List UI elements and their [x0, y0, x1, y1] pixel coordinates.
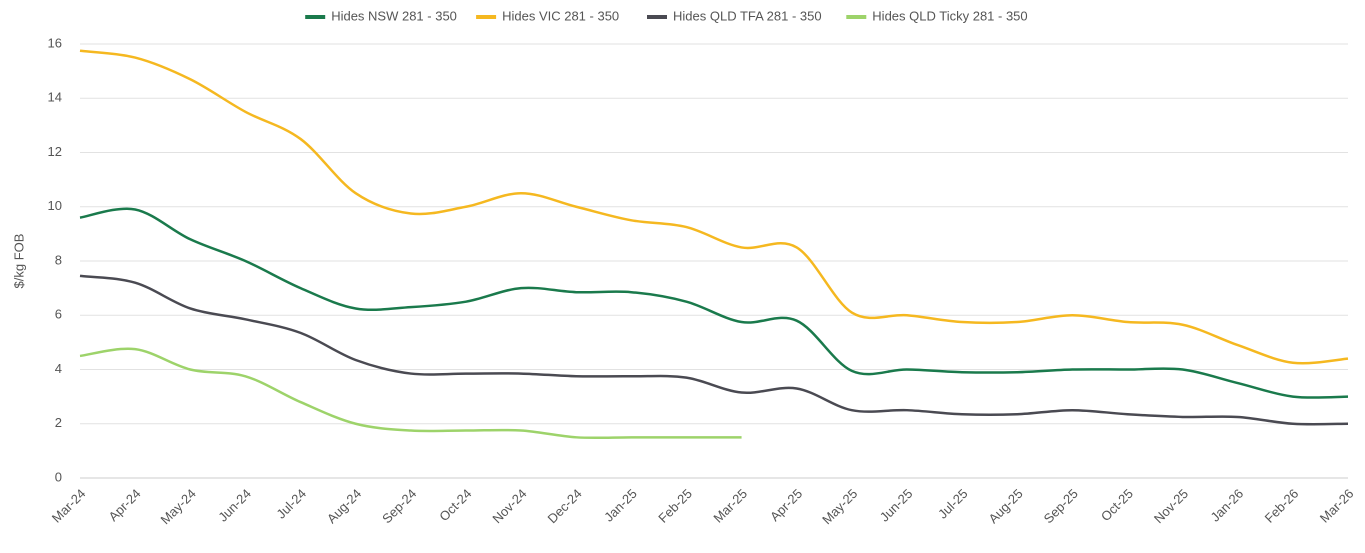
x-tick-label: Jul-25 — [935, 486, 971, 522]
y-tick-label: 2 — [55, 415, 62, 430]
x-tick-label: Aug-24 — [324, 486, 364, 526]
x-tick-label: Apr-24 — [105, 486, 143, 524]
x-tick-label: Sep-24 — [379, 486, 419, 526]
legend-label: Hides QLD TFA 281 - 350 — [673, 8, 822, 23]
x-tick-label: Oct-24 — [436, 486, 474, 524]
x-tick-label: Jun-24 — [215, 486, 254, 525]
x-tick-label: Oct-25 — [1098, 486, 1136, 524]
y-tick-label: 16 — [48, 35, 62, 50]
legend-label: Hides VIC 281 - 350 — [502, 8, 619, 23]
x-tick-label: Jul-24 — [273, 486, 309, 522]
y-tick-label: 0 — [55, 469, 62, 484]
y-tick-label: 10 — [48, 198, 62, 213]
x-tick-label: Jan-25 — [601, 486, 640, 525]
x-tick-label: Feb-25 — [655, 486, 695, 526]
x-tick-label: Apr-25 — [767, 486, 805, 524]
line-series — [79, 49, 1349, 365]
y-tick-label: 14 — [48, 90, 62, 105]
legend-label: Hides NSW 281 - 350 — [331, 8, 457, 23]
y-tick-label: 6 — [55, 307, 62, 322]
y-axis-label: $/kg FOB — [11, 234, 26, 289]
x-tick-label: Feb-26 — [1262, 486, 1302, 526]
x-tick-label: Aug-25 — [986, 486, 1026, 526]
x-tick-label: Nov-24 — [489, 486, 529, 526]
y-tick-label: 12 — [48, 144, 62, 159]
x-tick-label: Jun-25 — [877, 486, 916, 525]
x-tick-label: Mar-24 — [49, 486, 89, 526]
x-tick-label: Mar-26 — [1317, 486, 1357, 526]
x-tick-label: Dec-24 — [544, 486, 584, 526]
x-tick-label: May-24 — [158, 486, 199, 527]
line-series — [79, 347, 742, 440]
x-tick-label: Jan-26 — [1208, 486, 1247, 525]
line-series — [79, 274, 1349, 426]
x-tick-label: Sep-25 — [1041, 486, 1081, 526]
legend-label: Hides QLD Ticky 281 - 350 — [872, 8, 1027, 23]
line-series — [79, 207, 1349, 399]
x-tick-label: Mar-25 — [710, 486, 750, 526]
y-tick-label: 8 — [55, 252, 62, 267]
y-tick-label: 4 — [55, 361, 62, 376]
x-tick-label: Nov-25 — [1151, 486, 1191, 526]
x-tick-label: May-25 — [819, 486, 860, 527]
